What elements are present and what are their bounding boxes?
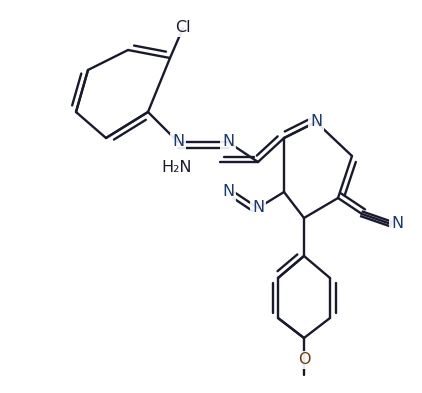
Text: N: N — [310, 114, 322, 130]
Text: N: N — [222, 184, 234, 200]
Text: O: O — [298, 353, 310, 367]
Text: N: N — [252, 200, 264, 215]
Text: N: N — [391, 217, 403, 231]
Text: Cl: Cl — [175, 20, 191, 35]
Text: H₂N: H₂N — [162, 160, 192, 176]
Text: N: N — [222, 134, 234, 149]
Text: N: N — [172, 134, 184, 149]
